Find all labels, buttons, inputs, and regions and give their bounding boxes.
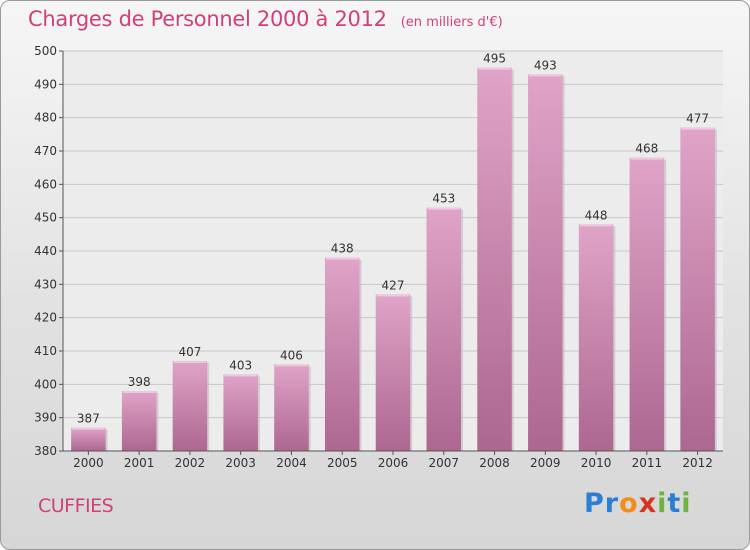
bar-highlight: [224, 374, 257, 377]
value-label: 448: [585, 208, 608, 222]
value-label: 398: [128, 375, 151, 389]
logo-letter: i: [657, 488, 668, 519]
bar-highlight: [173, 361, 207, 363]
bar-highlight: [376, 294, 410, 297]
value-label: 493: [534, 58, 557, 72]
bar-highlight: [478, 67, 511, 70]
y-tick-label: 460: [34, 177, 57, 191]
value-label: 406: [280, 348, 303, 362]
y-tick-label: 420: [34, 311, 57, 325]
bar-highlight: [275, 364, 308, 367]
x-tick-label: 2004: [276, 456, 307, 470]
value-label: 438: [331, 242, 354, 256]
bar: [71, 427, 106, 451]
bar-highlight: [681, 127, 714, 130]
logo-letter: x: [638, 488, 658, 519]
bar-highlight: [630, 157, 664, 160]
bar: [223, 374, 258, 451]
commune-name: CUFFIES: [38, 495, 114, 517]
y-tick-label: 390: [34, 411, 57, 425]
proxiti-logo: Proxiti: [584, 488, 692, 519]
bar: [629, 157, 665, 451]
logo-letter: t: [667, 488, 682, 519]
bar: [375, 294, 411, 451]
bar-highlight: [529, 74, 562, 77]
bar: [274, 364, 309, 451]
logo-letter: o: [619, 488, 639, 519]
y-tick-label: 410: [34, 344, 57, 358]
bar: [121, 391, 157, 451]
x-tick-label: 2002: [175, 456, 206, 470]
bar: [528, 74, 563, 451]
y-tick-label: 490: [34, 77, 57, 91]
bar-highlight: [579, 224, 613, 227]
bar: [426, 207, 462, 451]
logo-letter: r: [604, 488, 620, 519]
x-tick-label: 2003: [225, 456, 256, 470]
x-tick-label: 2009: [530, 456, 561, 470]
y-tick-label: 480: [34, 111, 57, 125]
y-tick-label: 400: [34, 377, 57, 391]
bar-highlight: [122, 391, 156, 393]
value-label: 477: [686, 112, 709, 126]
y-tick-label: 380: [34, 444, 57, 458]
value-label: 403: [229, 358, 252, 372]
bar-highlight: [325, 257, 359, 260]
y-tick-label: 430: [34, 277, 57, 291]
y-tick-label: 470: [34, 144, 57, 158]
value-label: 453: [432, 192, 455, 206]
x-tick-label: 2008: [479, 456, 510, 470]
logo-letter: i: [681, 488, 692, 519]
x-tick-label: 2010: [581, 456, 612, 470]
chart-title: Charges de Personnel 2000 à 2012 (en mill…: [28, 7, 503, 31]
bar-highlight: [72, 427, 105, 430]
x-tick-label: 2007: [428, 456, 459, 470]
bar: [680, 127, 715, 452]
bar: [578, 224, 614, 451]
chart-title-text: Charges de Personnel 2000 à 2012: [28, 7, 387, 31]
y-tick-label: 450: [34, 211, 57, 225]
x-tick-label: 2005: [327, 456, 358, 470]
chart-subtitle: (en milliers d'€): [400, 15, 503, 30]
x-tick-label: 2001: [124, 456, 155, 470]
x-tick-label: 2011: [632, 456, 663, 470]
bar-highlight: [427, 207, 461, 210]
value-label: 468: [635, 142, 658, 156]
value-label: 495: [483, 52, 506, 66]
value-label: 427: [382, 278, 405, 292]
value-label: 407: [178, 345, 201, 359]
bar: [172, 361, 208, 451]
bar: [477, 67, 512, 452]
x-tick-label: 2000: [73, 456, 104, 470]
y-tick-label: 500: [34, 44, 57, 58]
value-label: 387: [77, 412, 100, 426]
x-tick-label: 2006: [378, 456, 409, 470]
logo-letter: P: [584, 488, 605, 519]
bar: [324, 257, 360, 451]
y-tick-label: 440: [34, 244, 57, 258]
x-tick-label: 2012: [682, 456, 713, 470]
